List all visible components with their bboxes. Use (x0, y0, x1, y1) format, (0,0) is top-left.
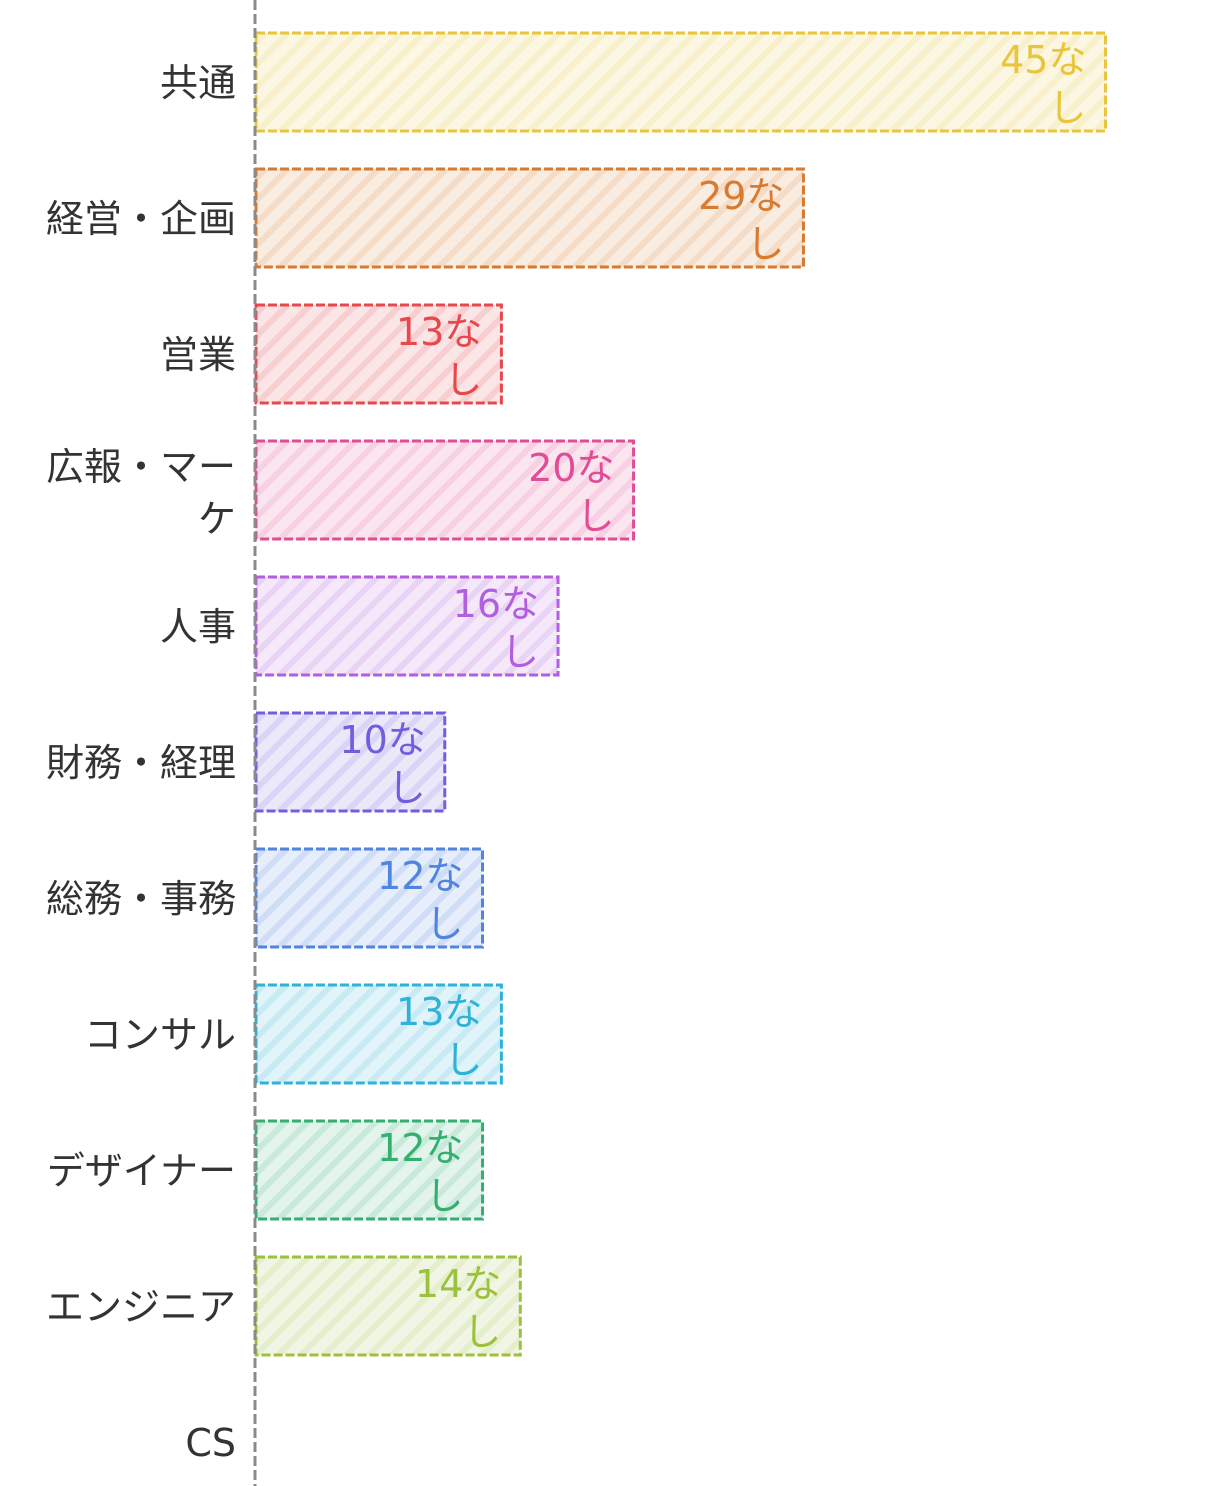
category-label: デザイナー (47, 1149, 236, 1193)
category-label: CS (185, 1421, 236, 1465)
value-label: 12なし (377, 1126, 463, 1218)
category-label: 財務・経理 (46, 741, 236, 785)
value-label: 13なし (396, 310, 482, 402)
value-label: 45なし (1000, 38, 1086, 130)
value-label: 10なし (339, 718, 425, 810)
bar (254, 983, 503, 1085)
value-label: 12なし (377, 854, 463, 946)
category-label: 広報・マーケ (46, 445, 236, 541)
category-label: 総務・事務 (46, 877, 236, 921)
category-label: 共通 (160, 61, 236, 105)
category-label: エンジニア (46, 1285, 236, 1329)
bar (254, 1119, 485, 1221)
value-label: 14なし (415, 1262, 501, 1354)
category-label: 人事 (160, 605, 236, 649)
value-label: 29なし (698, 174, 784, 266)
category-label: 営業 (160, 333, 236, 377)
bar (254, 31, 1107, 133)
value-label: 13なし (396, 990, 482, 1082)
value-label: 16なし (453, 582, 539, 674)
category-label: 経営・企画 (46, 197, 236, 241)
value-label: 20なし (528, 446, 614, 538)
bar (254, 303, 503, 405)
category-label: コンサル (84, 1013, 236, 1057)
bar (254, 575, 560, 677)
